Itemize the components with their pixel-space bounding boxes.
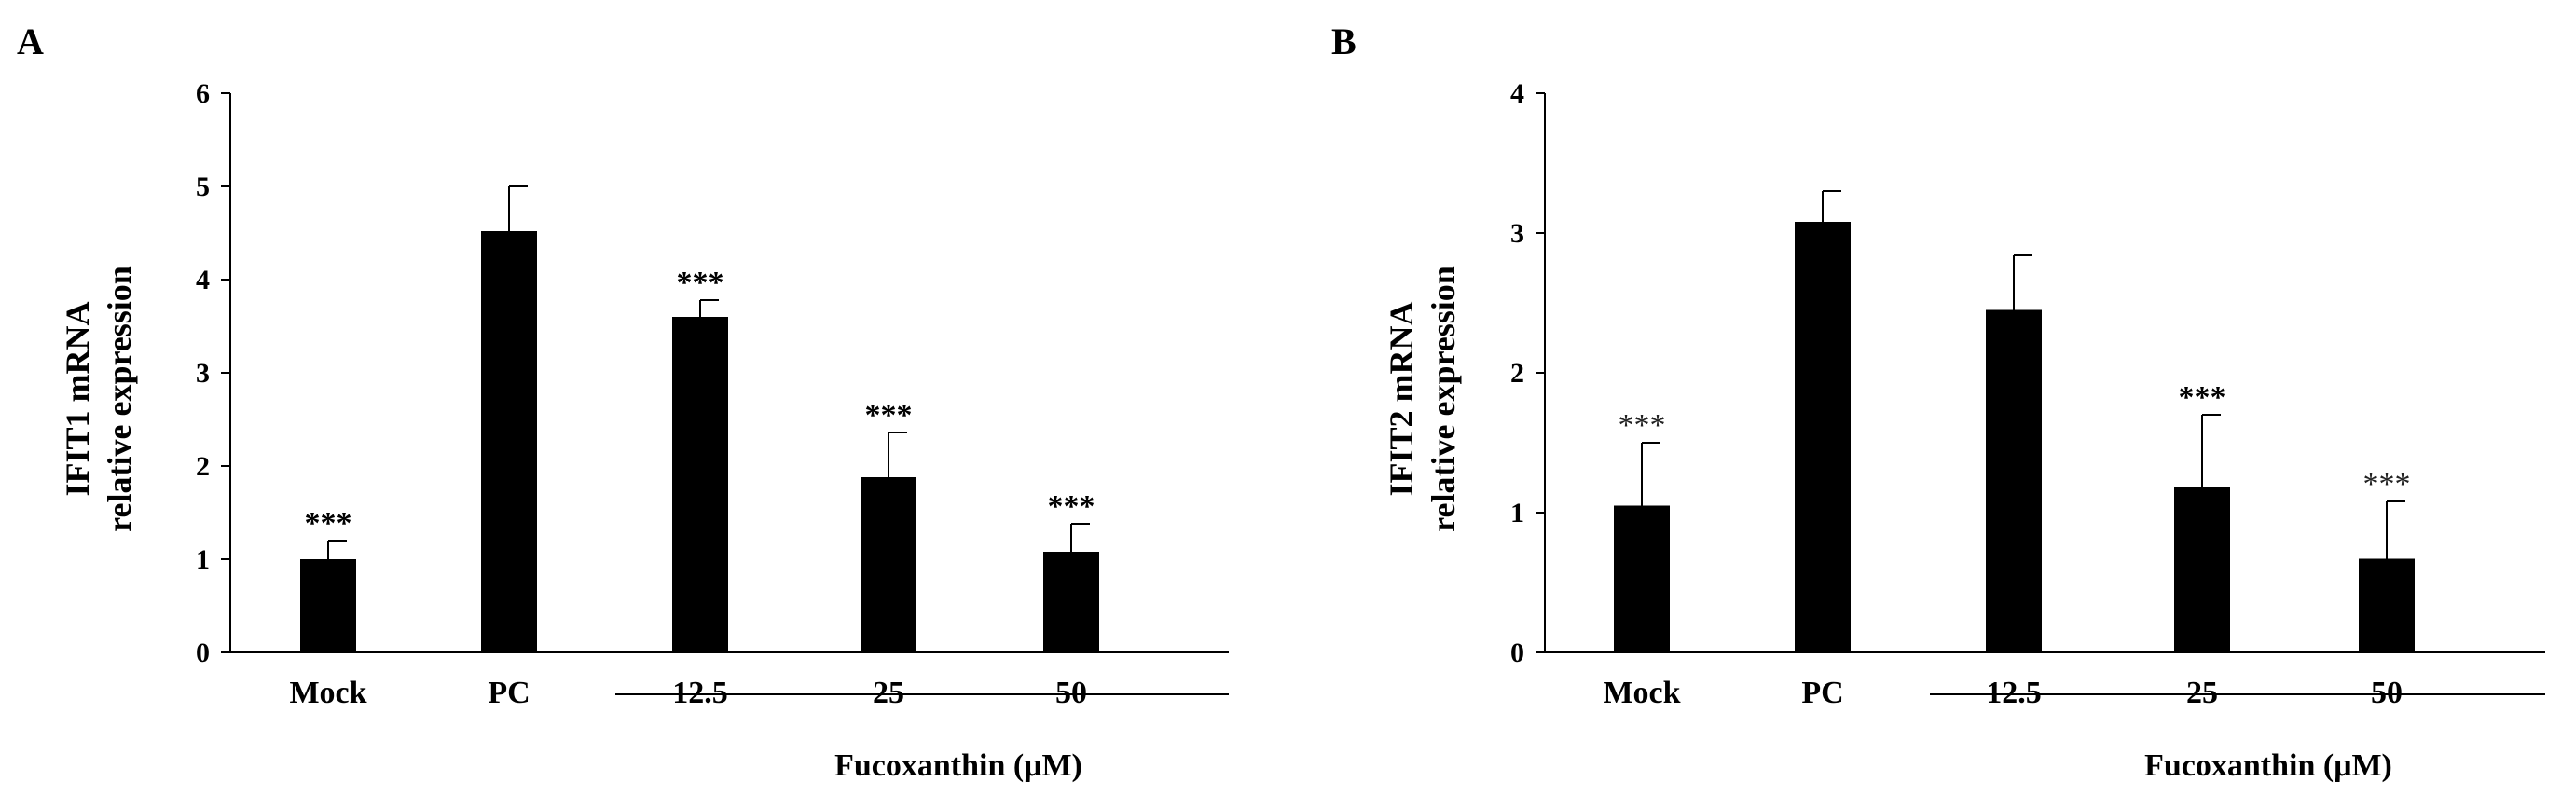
panel-b-y-tick-label: 3 [1510, 218, 1524, 249]
panel-a-y-tick-label: 2 [196, 451, 210, 482]
panel-b-ylabel-line2: relative expression [1425, 266, 1462, 532]
panel-a-significance-mark: *** [1048, 489, 1095, 524]
panel-a-category-label: PC [488, 676, 530, 710]
panel-b-bar [1614, 505, 1670, 652]
panel-a-y-tick-label: 0 [196, 638, 210, 668]
panel-a-significance-mark: *** [305, 506, 352, 541]
panel-a-letter: A [17, 21, 44, 62]
panel-a-y-tick-label: 5 [196, 171, 210, 202]
panel-b-group-label: Fucoxanthin (μM) [2144, 748, 2392, 783]
panel-a: A IFIT1 mRNA relative expression 0 1 2 3 4 5 6… [17, 21, 1229, 783]
panel-a-ylabel-line1: IFIT1 mRNA [59, 301, 96, 496]
panel-a-plot: 0 1 2 3 4 5 6 *** Mock PC *** 12.5 *** 25 *** 50 [196, 78, 1229, 710]
panel-a-category-label: Mock [289, 676, 366, 710]
panel-a-category-label: 50 [1055, 676, 1087, 710]
panel-a-group-label: Fucoxanthin (μM) [834, 748, 1082, 783]
panel-b-bar [1986, 309, 2042, 652]
panel-b-bar [2174, 487, 2230, 652]
panel-a-significance-mark: *** [677, 266, 724, 300]
panel-b-y-tick-label: 0 [1510, 638, 1524, 668]
panel-b: B IFIT2 mRNA relative expression 0 1 2 3 4 **… [1331, 21, 2545, 783]
panel-b-category-label: 50 [2371, 676, 2403, 710]
panel-b-y-tick-label: 1 [1510, 498, 1524, 528]
panel-b-plot: 0 1 2 3 4 *** Mock PC 12.5 *** 25 *** 50 [1510, 78, 2545, 710]
panel-a-bar [672, 317, 728, 652]
panel-b-category-label: Mock [1603, 676, 1680, 710]
panel-a-bar [861, 477, 916, 652]
panel-b-y-tick-label: 2 [1510, 358, 1524, 389]
panel-a-y-tick-label: 1 [196, 544, 210, 575]
panel-a-category-label: 12.5 [672, 676, 728, 710]
panel-b-bar [1795, 222, 1851, 652]
panel-a-y-tick-label: 6 [196, 78, 210, 109]
panel-b-ylabel-line1: IFIT2 mRNA [1383, 301, 1420, 496]
panel-b-category-label: 12.5 [1986, 676, 2042, 710]
panel-b-significance-mark: *** [2363, 467, 2411, 501]
panel-b-category-label: 25 [2186, 676, 2218, 710]
panel-b-category-label: PC [1801, 676, 1843, 710]
panel-a-y-tick-label: 3 [196, 358, 210, 389]
panel-a-ylabel-line2: relative expression [101, 266, 138, 532]
panel-a-bar [300, 559, 356, 652]
panel-b-significance-mark: *** [1619, 408, 1666, 443]
panel-b-y-tick-label: 4 [1510, 78, 1524, 109]
panel-a-bar [1043, 552, 1099, 652]
panel-a-category-label: 25 [873, 676, 904, 710]
panel-a-significance-mark: *** [865, 398, 913, 432]
panel-b-letter: B [1331, 21, 1357, 62]
panel-a-bar [481, 231, 537, 652]
panel-b-bar [2359, 558, 2415, 652]
panel-a-y-tick-label: 4 [196, 265, 210, 295]
panel-b-significance-mark: *** [2179, 380, 2226, 415]
